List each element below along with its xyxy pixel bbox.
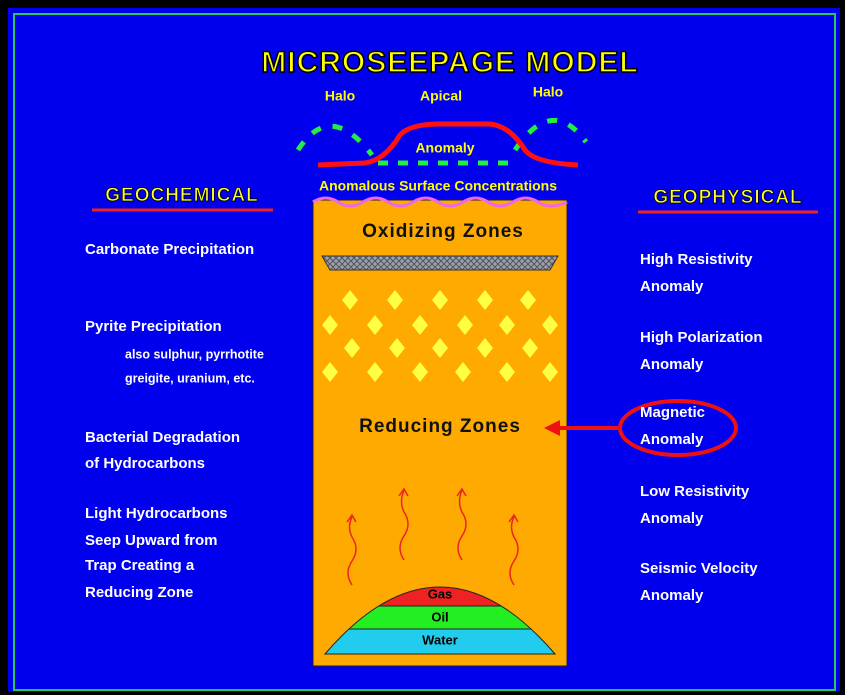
note: greigite, uranium, etc. (125, 371, 255, 385)
diamond (499, 315, 515, 335)
diamond (522, 338, 538, 358)
diamond (542, 362, 558, 382)
item-text: Trap Creating a (85, 557, 195, 574)
diamond (499, 362, 515, 382)
trap-outline (323, 586, 557, 655)
trap-label: Oil (431, 609, 448, 624)
diamond (412, 315, 428, 335)
item-text: Carbonate Precipitation (85, 241, 254, 258)
diamond (432, 290, 448, 310)
surface-line (312, 196, 568, 208)
item-text: Reducing Zone (85, 584, 193, 601)
halo-curve (512, 117, 589, 152)
diamond (389, 338, 405, 358)
diamond (387, 290, 403, 310)
item-text: Pyrite Precipitation (85, 318, 222, 335)
diamond (412, 362, 428, 382)
highlight (618, 399, 738, 457)
item-text: Light Hydrocarbons (85, 505, 228, 522)
title: MICROSEEPAGE MODEL (261, 46, 638, 79)
diamond (322, 315, 338, 335)
frame (13, 13, 836, 691)
label: Halo (325, 88, 355, 104)
arrow-head (544, 420, 560, 436)
zone-label: Reducing Zones (359, 416, 521, 437)
apical-curve (317, 121, 579, 168)
oxidation-layer (321, 255, 559, 271)
label: Halo (533, 84, 563, 100)
diamond (455, 362, 471, 382)
diamond (432, 338, 448, 358)
diamond (457, 315, 473, 335)
mineral-diamonds (322, 290, 558, 382)
diamond (542, 315, 558, 335)
item-text: High Resistivity (640, 251, 753, 268)
item-text: Anomaly (640, 431, 704, 448)
diamond (367, 315, 383, 335)
label: Anomaly (415, 140, 474, 156)
heading: GEOPHYSICAL (653, 187, 802, 208)
trap-label: Gas (428, 586, 453, 601)
item-text: Anomaly (640, 356, 704, 373)
item-text: of Hydrocarbons (85, 455, 205, 472)
diamond (322, 362, 338, 382)
item-text: Anomaly (640, 587, 704, 604)
item-text: Anomaly (640, 510, 704, 527)
item-text: Low Resistivity (640, 483, 750, 500)
diamond (477, 290, 493, 310)
note: also sulphur, pyrrhotite (125, 347, 264, 361)
diamond (367, 362, 383, 382)
item-text: Bacterial Degradation (85, 429, 240, 446)
item-text: Seismic Velocity (640, 560, 758, 577)
item-text: Anomaly (640, 278, 704, 295)
heading: GEOCHEMICAL (105, 185, 259, 206)
diamond (344, 338, 360, 358)
diamond (342, 290, 358, 310)
seepage-arrows (346, 487, 519, 586)
item-text: Seep Upward from (85, 532, 218, 549)
label: Anomalous Surface Concentrations (319, 178, 557, 194)
label: Apical (420, 88, 462, 104)
item-text: High Polarization (640, 329, 763, 346)
trap-label: Water (422, 632, 458, 647)
diamond (520, 290, 536, 310)
zone-label: Oxidizing Zones (362, 221, 524, 242)
diamond (477, 338, 493, 358)
item-text: Magnetic (640, 404, 705, 421)
